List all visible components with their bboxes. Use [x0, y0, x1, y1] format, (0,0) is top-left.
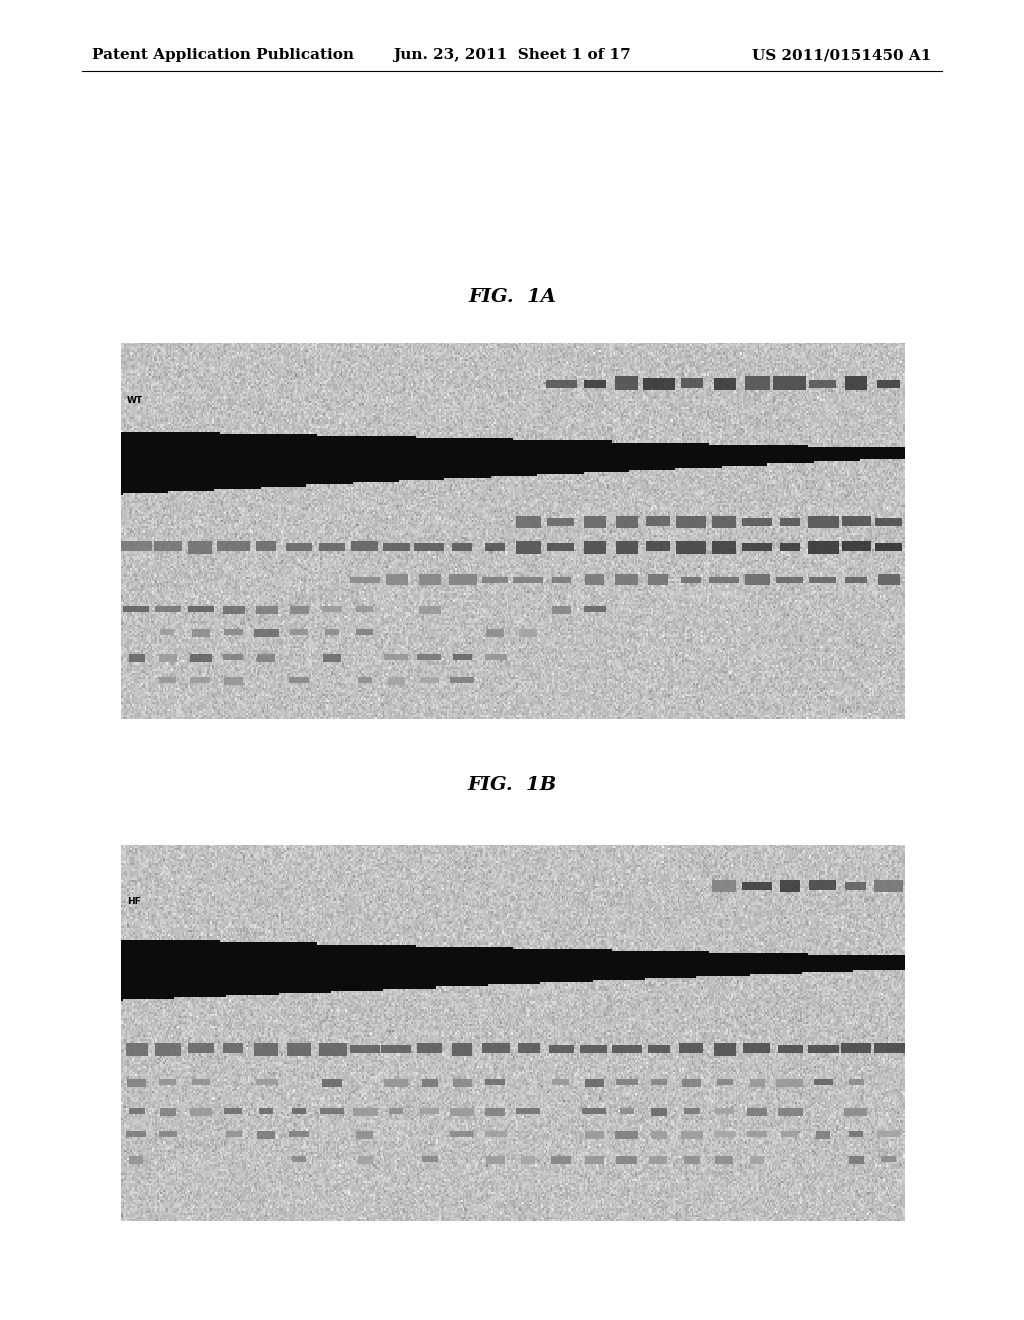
Text: US 2011/0151450 A1: US 2011/0151450 A1	[753, 49, 932, 62]
Text: FIG.  1A: FIG. 1A	[468, 288, 556, 306]
Text: Patent Application Publication: Patent Application Publication	[92, 49, 354, 62]
Text: Jun. 23, 2011  Sheet 1 of 17: Jun. 23, 2011 Sheet 1 of 17	[393, 49, 631, 62]
Text: HF: HF	[127, 898, 141, 907]
Text: FIG.  1B: FIG. 1B	[467, 776, 557, 795]
Text: WT: WT	[127, 396, 143, 405]
